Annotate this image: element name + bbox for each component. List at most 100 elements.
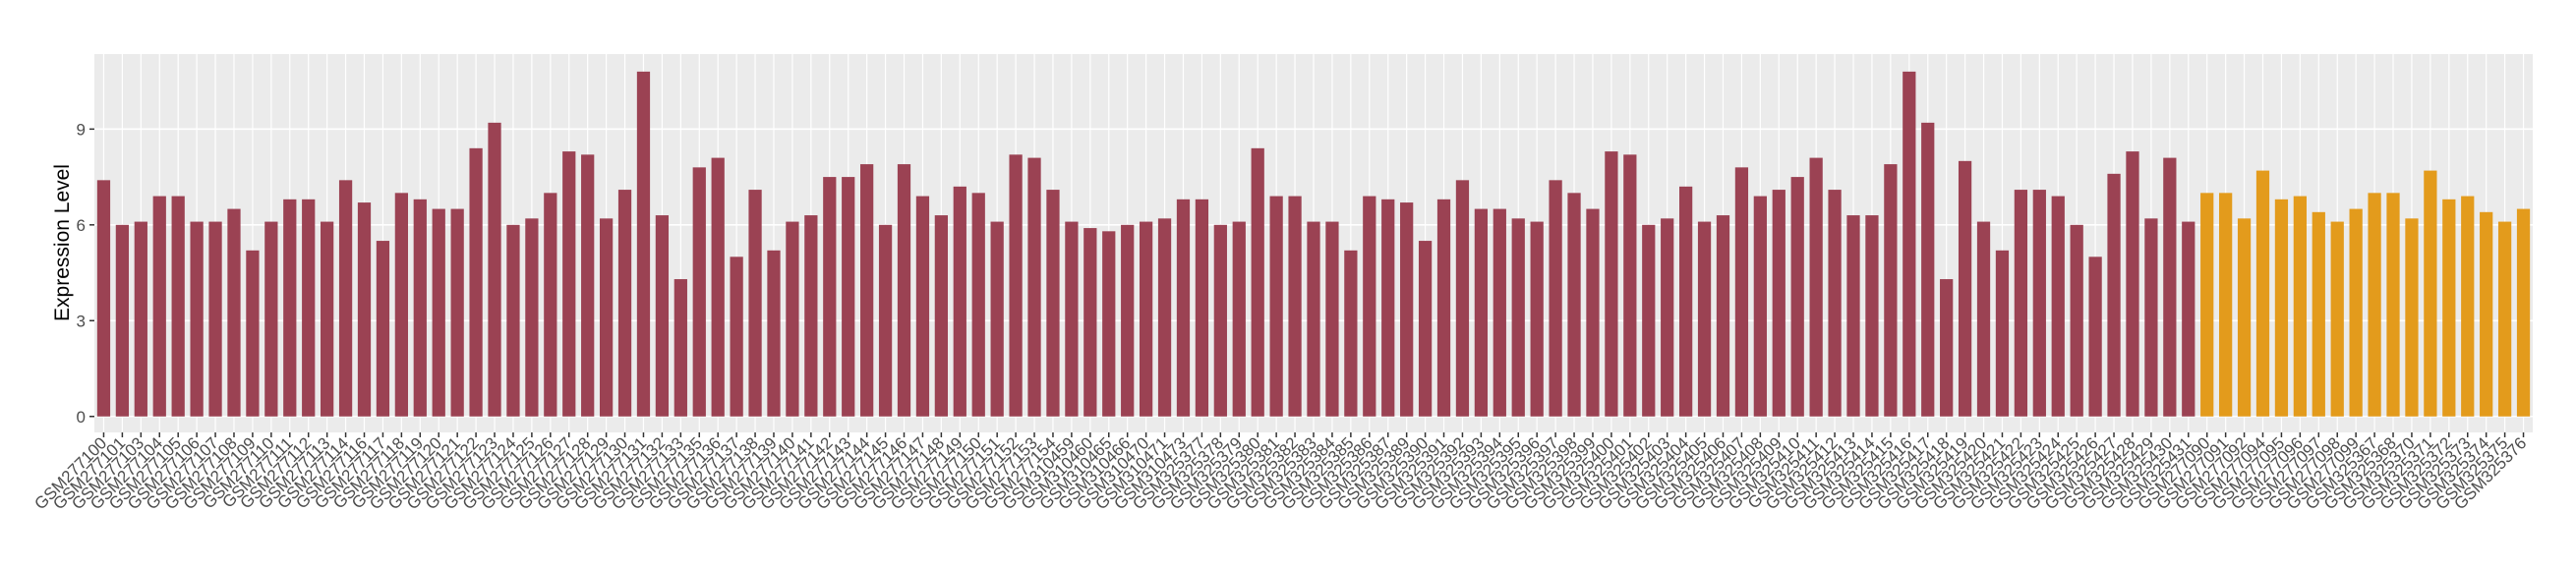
bar xyxy=(96,180,111,417)
bar xyxy=(376,241,390,417)
bar xyxy=(842,177,855,417)
bar xyxy=(990,221,1004,417)
bar xyxy=(1102,231,1116,417)
bar xyxy=(450,208,464,417)
bar xyxy=(1623,154,1637,417)
bar xyxy=(1865,215,1879,417)
bar xyxy=(2070,224,2083,417)
bar xyxy=(878,224,893,417)
bar xyxy=(1846,215,1860,417)
bar xyxy=(264,221,278,417)
y-tick-label: 0 xyxy=(77,408,86,427)
bar xyxy=(488,122,501,417)
bar xyxy=(1474,208,1489,417)
bar xyxy=(2255,170,2270,417)
bar xyxy=(2274,199,2289,417)
bar xyxy=(152,196,166,417)
y-axis-title: Expression Level xyxy=(51,164,74,321)
bar xyxy=(562,151,576,417)
bar xyxy=(953,186,966,417)
bar xyxy=(748,190,762,417)
bar xyxy=(1940,279,1954,417)
bar xyxy=(338,180,353,417)
bar xyxy=(1884,164,1898,417)
bar xyxy=(1679,186,1693,417)
bar xyxy=(1455,180,1470,417)
bar xyxy=(321,221,334,417)
bar xyxy=(525,218,539,417)
bar xyxy=(1325,221,1339,417)
bar xyxy=(2312,211,2325,417)
bar xyxy=(1418,241,1433,417)
bar xyxy=(2386,193,2400,417)
bar xyxy=(506,224,520,417)
bar xyxy=(357,202,372,417)
bar xyxy=(786,221,799,417)
bar xyxy=(1809,157,1823,417)
bar xyxy=(394,193,408,417)
bar xyxy=(2349,208,2363,417)
bar xyxy=(617,190,632,417)
bar xyxy=(1269,196,1283,417)
bar xyxy=(1307,221,1320,417)
bar xyxy=(134,221,147,417)
bar xyxy=(1734,167,1749,417)
bar xyxy=(730,256,743,417)
bar xyxy=(2424,170,2437,417)
bar xyxy=(1921,122,1935,417)
bar xyxy=(1176,199,1191,417)
bar xyxy=(1549,180,1562,417)
bar xyxy=(1288,196,1302,417)
bar xyxy=(1772,190,1786,417)
bar xyxy=(2014,190,2028,417)
bar xyxy=(1065,221,1079,417)
bar xyxy=(1213,224,1227,417)
bar xyxy=(2200,193,2214,417)
bar xyxy=(1344,250,1358,417)
bar xyxy=(2088,256,2102,417)
bar xyxy=(544,193,557,417)
bar xyxy=(2368,193,2381,417)
bar xyxy=(2107,173,2121,417)
bar xyxy=(1586,208,1600,417)
bar xyxy=(2237,218,2252,417)
bar xyxy=(1697,221,1712,417)
bar xyxy=(1995,250,2010,417)
bar xyxy=(673,279,687,417)
bar xyxy=(860,164,874,417)
bar xyxy=(1958,160,1972,417)
bar xyxy=(581,154,595,417)
bar xyxy=(767,250,781,417)
bar xyxy=(1790,177,1804,417)
bar xyxy=(599,218,614,417)
bar xyxy=(432,208,445,417)
bar xyxy=(1046,190,1060,417)
bar xyxy=(1903,71,1916,417)
bar xyxy=(2442,199,2456,417)
bar xyxy=(636,71,651,417)
bar xyxy=(1642,224,1656,417)
bar xyxy=(1661,218,1674,417)
bar xyxy=(1493,208,1506,417)
bar xyxy=(2330,221,2344,417)
bar xyxy=(2182,221,2195,417)
bar xyxy=(1976,221,1991,417)
bar xyxy=(2497,221,2512,417)
bar xyxy=(1251,147,1264,417)
bar xyxy=(283,199,297,417)
bar xyxy=(1567,193,1581,417)
bar xyxy=(2480,211,2493,417)
bar xyxy=(1232,221,1246,417)
bar xyxy=(2144,218,2158,417)
bar xyxy=(171,196,185,417)
bar xyxy=(1195,199,1209,417)
bar xyxy=(1121,224,1135,417)
bar xyxy=(2405,218,2419,417)
bar xyxy=(2032,190,2046,417)
bar xyxy=(1753,196,1767,417)
y-tick-label: 6 xyxy=(77,216,86,235)
bar xyxy=(1381,199,1395,417)
bar xyxy=(1605,151,1618,417)
